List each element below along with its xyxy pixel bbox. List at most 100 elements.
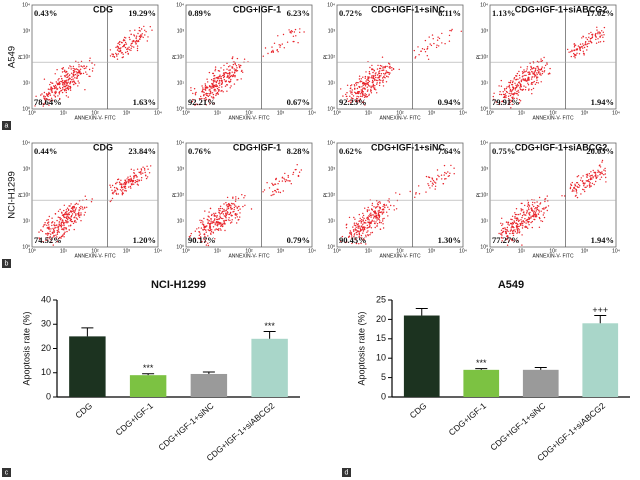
event-dot <box>204 83 206 85</box>
event-dot <box>589 175 591 177</box>
event-dot <box>46 236 48 239</box>
event-dot <box>215 215 217 217</box>
event-dot <box>85 67 87 69</box>
event-dot <box>128 182 130 184</box>
event-dot <box>386 211 388 213</box>
event-dot <box>441 32 443 35</box>
event-dot <box>601 159 604 162</box>
event-dot <box>60 237 62 239</box>
event-dot <box>218 75 221 78</box>
event-dot <box>244 204 246 206</box>
event-dot <box>219 207 221 210</box>
event-dot <box>213 103 215 105</box>
event-dot <box>61 71 64 73</box>
event-dot <box>351 242 353 245</box>
y-tick-label: 5 <box>381 372 386 382</box>
event-dot <box>212 232 215 234</box>
event-dot <box>519 224 522 226</box>
event-dot <box>501 217 503 219</box>
event-dot <box>578 46 581 48</box>
event-dot <box>355 97 358 100</box>
event-dot <box>115 192 118 194</box>
event-dot <box>377 205 379 207</box>
event-dot <box>145 175 147 177</box>
event-dot <box>436 178 438 180</box>
event-dot <box>583 46 586 49</box>
event-dot <box>209 229 212 231</box>
event-dot <box>144 169 146 171</box>
event-dot <box>46 239 48 241</box>
event-dot <box>523 221 526 223</box>
event-dot <box>236 216 238 218</box>
event-dot <box>236 213 238 215</box>
event-dot <box>380 75 382 77</box>
event-dot <box>134 29 136 31</box>
event-dot <box>354 229 356 231</box>
event-dot <box>109 55 112 57</box>
event-dot <box>66 74 68 76</box>
event-dot <box>521 71 524 73</box>
x-tick-label: 10¹ <box>518 248 526 254</box>
quadrant-label: 1.30% <box>438 235 461 245</box>
x-tick-label: 10⁰ <box>486 248 494 254</box>
event-dot <box>511 215 514 217</box>
event-dot <box>239 66 241 69</box>
event-dot <box>209 99 211 101</box>
event-dot <box>586 49 588 51</box>
significance-mark: *** <box>476 358 487 368</box>
event-dot <box>351 89 353 91</box>
event-dot <box>376 83 378 85</box>
event-dot <box>225 209 227 212</box>
event-dot <box>513 240 516 242</box>
event-dot <box>521 216 523 219</box>
event-dot <box>119 40 121 43</box>
event-dot <box>527 78 529 80</box>
event-dot <box>521 227 524 229</box>
event-dot <box>56 219 58 222</box>
event-dot <box>62 214 64 216</box>
event-dot <box>383 211 385 213</box>
x-axis-label: ANNEXIN-V- FITC <box>532 115 574 121</box>
event-dot <box>61 235 63 237</box>
event-dot <box>133 39 135 42</box>
event-dot <box>111 197 114 200</box>
event-dot <box>363 228 366 231</box>
event-dot <box>592 33 594 35</box>
event-dot <box>347 100 350 103</box>
event-dot <box>543 207 545 209</box>
event-dot <box>142 172 144 174</box>
event-dot <box>201 97 203 100</box>
event-dot <box>602 31 604 33</box>
event-dot <box>363 217 365 220</box>
event-dot <box>70 68 72 70</box>
event-dot <box>67 96 70 98</box>
event-dot <box>375 221 377 223</box>
event-dot <box>460 30 462 32</box>
event-dot <box>370 214 373 216</box>
event-dot <box>498 232 500 235</box>
event-dot <box>58 217 61 219</box>
event-dot <box>506 86 508 88</box>
event-dot <box>43 224 45 226</box>
event-dot <box>515 219 518 222</box>
event-dot <box>50 97 53 100</box>
event-dot <box>124 43 126 46</box>
event-dot <box>603 34 605 36</box>
quadrant-label: 1.94% <box>591 235 614 245</box>
y-tick-label: 10² <box>177 54 185 60</box>
event-dot <box>444 43 446 45</box>
event-dot <box>210 92 212 95</box>
event-dot <box>511 224 513 226</box>
event-dot <box>204 89 207 91</box>
x-tick-label: 10³ <box>277 110 285 116</box>
event-dot <box>519 82 521 85</box>
event-dot <box>453 167 455 169</box>
event-dot <box>229 219 231 222</box>
quadrant-label: 1.63% <box>133 97 156 107</box>
event-dot <box>226 211 229 213</box>
event-dot <box>288 29 290 31</box>
event-dot <box>428 36 430 38</box>
event-dot <box>580 177 582 179</box>
event-dot <box>382 67 384 69</box>
event-dot <box>357 225 360 227</box>
